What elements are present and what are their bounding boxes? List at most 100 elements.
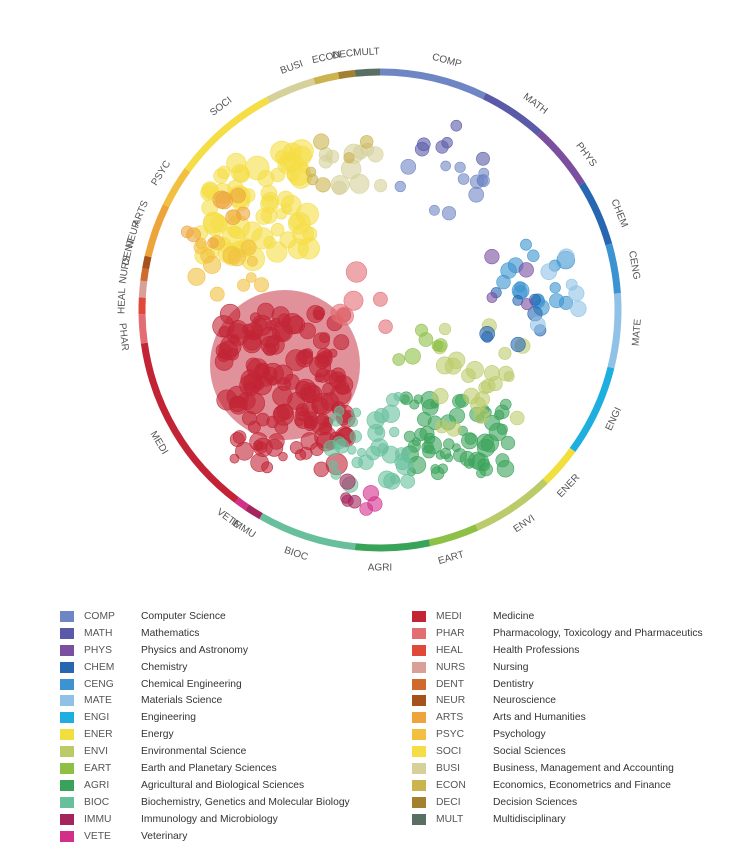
- legend-item-arts: ARTS Arts and Humanities: [412, 709, 703, 726]
- legend-name: Chemistry: [141, 661, 188, 673]
- bubble-envi: [498, 346, 512, 360]
- legend-code: MATH: [84, 627, 113, 639]
- bubble-ceng: [520, 238, 532, 251]
- ring-label-soci: SOCI: [208, 95, 234, 119]
- legend-name: Biochemistry, Genetics and Molecular Bio…: [141, 796, 350, 808]
- bubble-comp: [454, 161, 466, 173]
- bubble-psyc: [246, 272, 257, 283]
- ring-segment-soci: [184, 96, 270, 173]
- bubble-comp: [468, 186, 485, 203]
- bubble-vete: [359, 502, 374, 516]
- legend-code: HEAL: [436, 644, 463, 656]
- ring-segment-ceng: [605, 243, 621, 294]
- legend-name: Engineering: [141, 712, 196, 724]
- legend-code: MATE: [84, 695, 112, 707]
- bubble-medi: [287, 392, 306, 410]
- bubble-busi: [349, 173, 370, 194]
- legend-code: PHAR: [436, 627, 465, 639]
- legend-code: ENVI: [84, 746, 109, 758]
- legend-column-right: MEDI Medicine PHAR Pharmacology, Toxicology…: [412, 608, 703, 828]
- bubble-phys: [520, 298, 533, 311]
- ring-segment-agri: [354, 539, 431, 552]
- legend-name: Veterinary: [141, 830, 188, 842]
- legend-item-bioc: BIOC Biochemistry, Genetics and Molecular…: [60, 794, 350, 811]
- bubble-bioc: [347, 416, 359, 428]
- ring-label-chem: CHEM: [608, 198, 629, 229]
- bubble-eart: [404, 348, 421, 365]
- bubble-econ: [313, 133, 330, 150]
- bubble-psyc: [228, 248, 247, 267]
- bubble-agri: [431, 466, 445, 480]
- ring-segment-phys: [536, 130, 585, 186]
- bubble-agri: [421, 441, 434, 454]
- legend-swatch: [60, 796, 74, 808]
- legend-code: MEDI: [436, 610, 462, 622]
- ring-segment-econ: [313, 72, 340, 85]
- legend-name: Earth and Planetary Sciences: [141, 762, 277, 774]
- legend-code: COMP: [84, 610, 115, 622]
- bubble-arts: [230, 187, 246, 204]
- legend-item-deci: DECI Decision Sciences: [412, 794, 703, 811]
- bubble-bioc: [402, 446, 412, 457]
- ring-label-deci: DECI: [332, 48, 357, 62]
- ring-label-nurs: NURS: [118, 254, 133, 284]
- legend-code: BIOC: [84, 796, 110, 808]
- ring-segment-deci: [338, 69, 356, 80]
- bubble-busi: [374, 179, 388, 193]
- bubble-soci: [261, 192, 279, 210]
- subject-ring: [138, 68, 622, 552]
- legend-code: ECON: [436, 779, 466, 791]
- bubble-phar: [345, 261, 368, 283]
- ring-label-medi: MEDI: [148, 429, 170, 456]
- legend-swatch: [412, 796, 426, 808]
- bubble-agri: [496, 460, 515, 478]
- legend-code: BUSI: [436, 762, 461, 774]
- bubble-econ: [315, 177, 331, 193]
- bubble-bioc: [365, 445, 381, 461]
- bubble-bioc: [366, 411, 385, 430]
- bubble-phar: [372, 291, 388, 307]
- legend-item-medi: MEDI Medicine: [412, 608, 703, 625]
- legend-code: VETE: [84, 830, 111, 842]
- bubble-medi: [274, 324, 291, 342]
- bubble-medi: [312, 306, 326, 319]
- legend-item-math: MATH Mathematics: [60, 625, 350, 642]
- bubble-phar: [335, 306, 354, 326]
- ring-label-agri: AGRI: [368, 563, 392, 574]
- bubble-medi: [273, 405, 290, 422]
- ring-segment-comp: [379, 68, 486, 100]
- bubble-agri: [500, 398, 512, 411]
- bubble-phar: [343, 290, 364, 311]
- ring-segment-chem: [578, 182, 613, 246]
- bubble-medi: [229, 453, 240, 464]
- legend-name: Energy: [141, 729, 174, 741]
- bubble-bioc: [351, 407, 362, 418]
- legend-name: Social Sciences: [493, 746, 566, 758]
- bubble-econ: [305, 166, 317, 178]
- bubble-bioc: [386, 393, 400, 407]
- legend-swatch: [60, 695, 74, 707]
- ring-label-ener: ENER: [555, 472, 582, 500]
- ring-segment-immu: [244, 504, 263, 520]
- bubble-medi: [303, 411, 318, 426]
- bubble-comp: [394, 180, 406, 193]
- legend-code: ARTS: [436, 712, 464, 724]
- bubble-eart: [433, 338, 448, 353]
- ring-label-phys: PHYS: [573, 141, 598, 170]
- legend-swatch: [60, 627, 74, 639]
- bubble-soci: [231, 164, 250, 183]
- bubble-soci: [245, 155, 270, 181]
- legend-swatch: [60, 729, 74, 741]
- bubble-mate: [565, 278, 578, 291]
- bubble-arts: [207, 237, 219, 249]
- ring-segment-math: [482, 92, 542, 136]
- bubble-envi: [465, 360, 484, 379]
- bubble-soci: [283, 152, 304, 172]
- legend-swatch: [412, 779, 426, 791]
- bubble-medi: [255, 412, 270, 427]
- bubble-psyc: [200, 248, 215, 264]
- legend-swatch: [412, 661, 426, 673]
- legend-code: CENG: [84, 678, 114, 690]
- bubble-medi: [272, 364, 293, 385]
- bubble-medi: [285, 349, 308, 371]
